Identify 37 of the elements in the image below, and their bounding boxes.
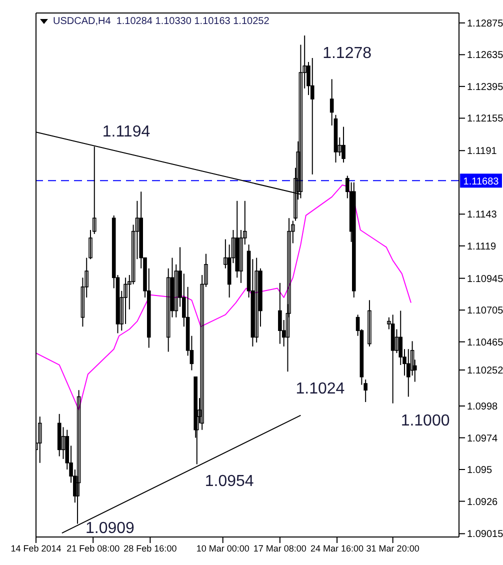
annotation: 1.0954	[204, 473, 254, 490]
y-tick-label: 1.10945	[467, 274, 503, 285]
x-tick-label: 21 Feb 08:00	[66, 543, 120, 554]
x-tick-label: 31 Mar 20:00	[366, 543, 420, 554]
y-tick-label: 1.10705	[467, 306, 503, 317]
candlestick	[254, 257, 258, 343]
y-tick-label: 1.09015	[467, 529, 503, 540]
y-tick-label: 1.12395	[467, 82, 503, 93]
y-tick-label: 1.0998	[467, 402, 498, 413]
candlestick	[368, 300, 372, 347]
y-tick-label: 1.1191	[467, 146, 498, 158]
y-tick-label: 1.12635	[467, 50, 503, 62]
y-tick-label: 1.1143	[467, 210, 498, 221]
chart-title: USDCAD,H4 1.10284 1.10330 1.10163 1.10252	[53, 16, 270, 27]
y-tick-label: 1.0974	[467, 433, 498, 444]
x-tick-label: 17 Mar 08:00	[253, 543, 306, 554]
y-tick-label: 1.12875	[467, 18, 503, 30]
y-tick-label: 1.10465	[467, 337, 503, 348]
annotation: 1.1000	[400, 412, 450, 430]
y-tick-label: 1.095	[467, 465, 492, 476]
candlestick	[61, 426, 66, 460]
candlestick	[278, 282, 282, 344]
y-tick-label: 1.12155	[467, 114, 503, 125]
candlestick	[342, 126, 346, 164]
annotation: 1.1024	[296, 380, 345, 398]
y-tick-label: 1.10252	[467, 366, 503, 377]
annotation: 1.1278	[322, 45, 372, 62]
x-tick-label: 14 Feb 2014	[10, 543, 62, 554]
y-tick-label: 1.1119	[467, 241, 497, 252]
candlestick	[310, 57, 314, 175]
x-tick-label: 24 Mar 16:00	[310, 543, 364, 554]
annotation: 1.1194	[102, 124, 150, 141]
x-tick-label: 10 Mar 00:00	[196, 543, 250, 554]
x-tick-label: 28 Feb 16:00	[124, 543, 177, 554]
annotation: 1.0909	[86, 520, 135, 537]
ref-line-label: 1.11683	[463, 176, 500, 188]
y-tick-label: 1.0926	[467, 496, 498, 508]
